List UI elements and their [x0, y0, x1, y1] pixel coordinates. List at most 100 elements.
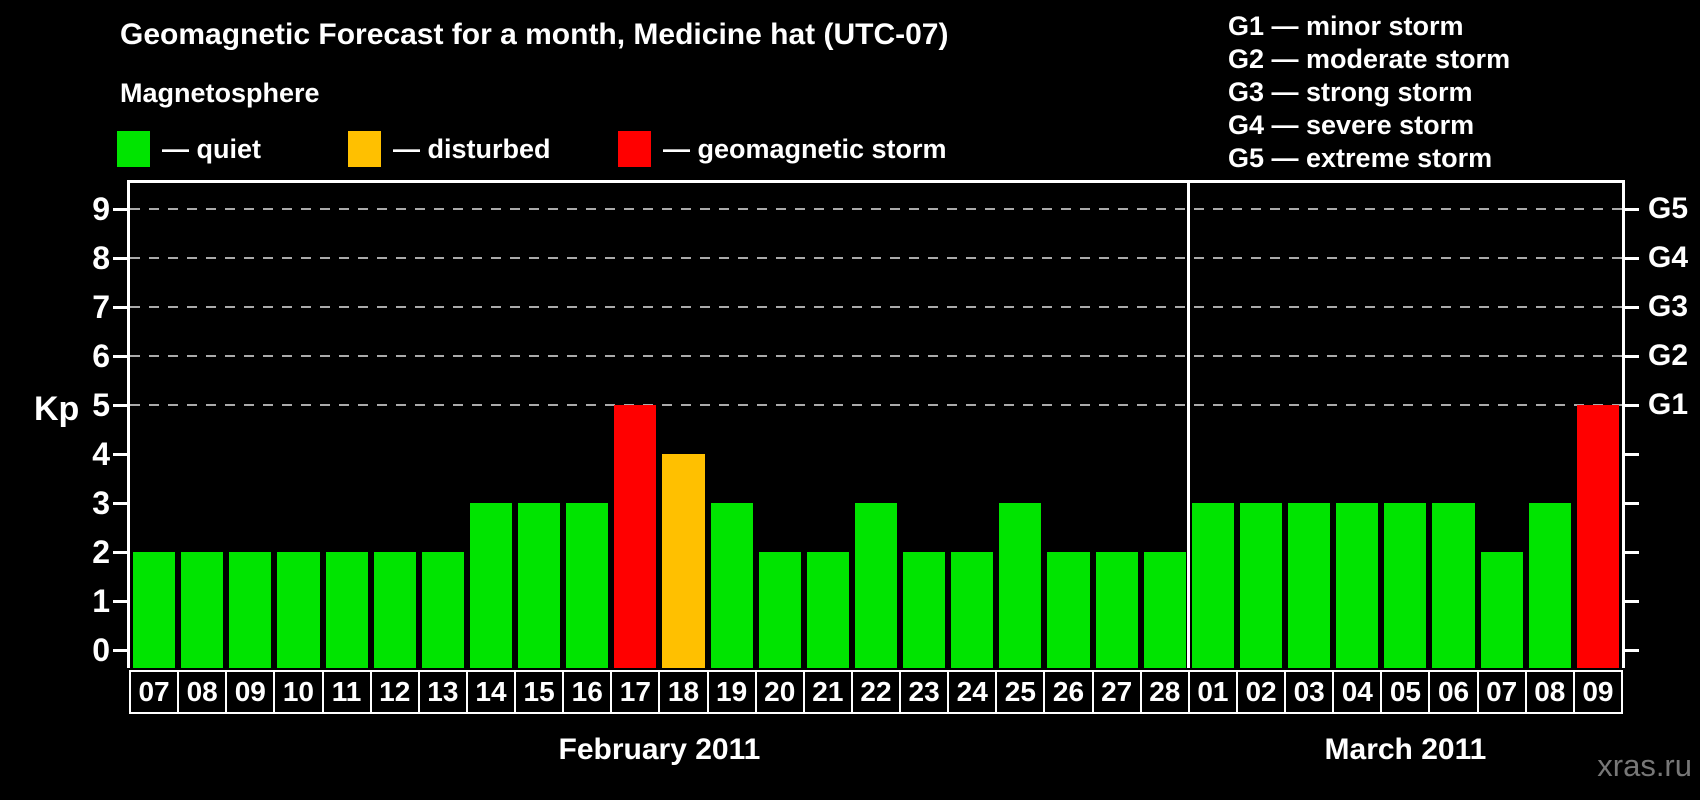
plot-border-top — [127, 180, 1625, 183]
right-axis-label-g3: G3 — [1648, 290, 1689, 323]
bar-february-09 — [229, 552, 272, 668]
date-box-28: 28 — [1139, 670, 1190, 714]
y-tick-right-9 — [1625, 207, 1639, 211]
y-tick-left-9 — [113, 207, 127, 211]
bar-february-15 — [518, 503, 561, 668]
date-box-10: 10 — [273, 670, 324, 714]
date-box-01: 01 — [1187, 670, 1238, 714]
gridline-kp6 — [130, 355, 1622, 357]
gridline-kp5 — [130, 404, 1622, 406]
date-box-20: 20 — [754, 670, 805, 714]
bar-march-03 — [1288, 503, 1331, 668]
date-box-22: 22 — [850, 670, 902, 714]
gridline-kp7 — [130, 306, 1622, 308]
bar-february-11 — [325, 552, 368, 668]
g-scale-line-g2: G2 — moderate storm — [1228, 44, 1511, 74]
bar-february-07 — [133, 552, 176, 668]
right-axis-label-g4: G4 — [1648, 241, 1689, 274]
legend-item-quiet: — quiet — [117, 130, 261, 168]
y-tick-left-4 — [113, 452, 127, 456]
date-box-14: 14 — [465, 670, 517, 714]
right-axis-label-g5: G5 — [1648, 192, 1689, 225]
bar-february-24 — [951, 552, 994, 668]
date-box-08: 08 — [1524, 670, 1575, 714]
legend-item-disturbed: — disturbed — [348, 130, 551, 168]
date-box-23: 23 — [899, 670, 950, 714]
y-tick-right-6 — [1625, 354, 1639, 358]
y-tick-label-0: 0 — [92, 632, 110, 668]
date-box-04: 04 — [1332, 670, 1383, 714]
month-label-february: February 2011 — [558, 733, 761, 766]
month-label-march: March 2011 — [1324, 733, 1487, 766]
date-box-05: 05 — [1380, 670, 1431, 714]
g-scale-line-g4: G4 — severe storm — [1228, 110, 1475, 140]
date-box-12: 12 — [369, 670, 420, 714]
bar-march-07 — [1480, 552, 1523, 668]
date-box-09: 09 — [1572, 670, 1623, 714]
bar-february-13 — [421, 552, 464, 668]
date-box-03: 03 — [1284, 670, 1335, 714]
right-axis-label-g2: G2 — [1648, 339, 1689, 372]
g-scale-line-g1: G1 — minor storm — [1228, 11, 1464, 41]
y-tick-right-8 — [1625, 256, 1639, 260]
legend-item-storm: — geomagnetic storm — [618, 130, 947, 168]
y-tick-left-7 — [113, 305, 127, 309]
bar-february-22 — [854, 503, 898, 668]
legend-label-storm: — geomagnetic storm — [663, 133, 947, 164]
bar-march-09 — [1576, 405, 1619, 668]
y-tick-right-5 — [1625, 403, 1639, 407]
y-tick-right-0 — [1625, 648, 1639, 652]
date-box-02: 02 — [1235, 670, 1287, 714]
y-tick-right-7 — [1625, 305, 1639, 309]
storm-color-swatch — [618, 131, 651, 167]
bar-february-16 — [566, 503, 609, 668]
bar-february-20 — [758, 552, 801, 668]
legend-label-quiet: — quiet — [162, 133, 261, 164]
bar-february-28 — [1143, 552, 1186, 668]
y-tick-label-9: 9 — [92, 191, 110, 227]
date-box-07: 07 — [1476, 670, 1527, 714]
bar-march-01 — [1191, 503, 1234, 668]
date-box-11: 11 — [321, 670, 372, 714]
chart-title: Geomagnetic Forecast for a month, Medici… — [120, 18, 949, 51]
date-box-18: 18 — [658, 670, 709, 714]
date-box-25: 25 — [995, 670, 1046, 714]
y-axis-line-left — [127, 183, 130, 668]
bar-march-04 — [1336, 503, 1379, 668]
date-box-21: 21 — [802, 670, 853, 714]
bar-march-02 — [1239, 503, 1283, 668]
date-box-26: 26 — [1043, 670, 1094, 714]
bar-february-19 — [710, 503, 753, 668]
g-scale-legend: G1 — minor storm G2 — moderate storm G3 … — [1228, 10, 1510, 175]
disturbed-color-swatch — [348, 131, 381, 167]
y-tick-label-8: 8 — [92, 240, 110, 276]
date-box-06: 06 — [1428, 670, 1479, 714]
date-box-27: 27 — [1091, 670, 1142, 714]
g-scale-line-g3: G3 — strong storm — [1228, 77, 1473, 107]
bar-february-14 — [469, 503, 513, 668]
date-box-13: 13 — [417, 670, 468, 714]
date-box-19: 19 — [706, 670, 757, 714]
y-tick-label-6: 6 — [92, 338, 110, 374]
y-tick-left-6 — [113, 354, 127, 358]
y-tick-label-2: 2 — [92, 534, 110, 570]
date-box-08: 08 — [177, 670, 228, 714]
bar-february-10 — [277, 552, 320, 668]
bar-february-26 — [1047, 552, 1090, 668]
date-box-07: 07 — [129, 670, 180, 714]
bar-february-27 — [1095, 552, 1138, 668]
y-tick-left-2 — [113, 550, 127, 554]
chart-subtitle: Magnetosphere — [120, 78, 320, 108]
gridline-kp8 — [130, 257, 1622, 259]
date-box-16: 16 — [562, 670, 613, 714]
y-tick-label-3: 3 — [92, 485, 110, 521]
y-tick-left-0 — [113, 648, 127, 652]
date-box-17: 17 — [610, 670, 661, 714]
y-axis-line-right — [1622, 183, 1625, 668]
legend-label-disturbed: — disturbed — [393, 133, 551, 164]
bar-february-17 — [614, 405, 657, 668]
bar-march-08 — [1528, 503, 1571, 668]
bar-february-12 — [373, 552, 416, 668]
bar-february-23 — [903, 552, 946, 668]
